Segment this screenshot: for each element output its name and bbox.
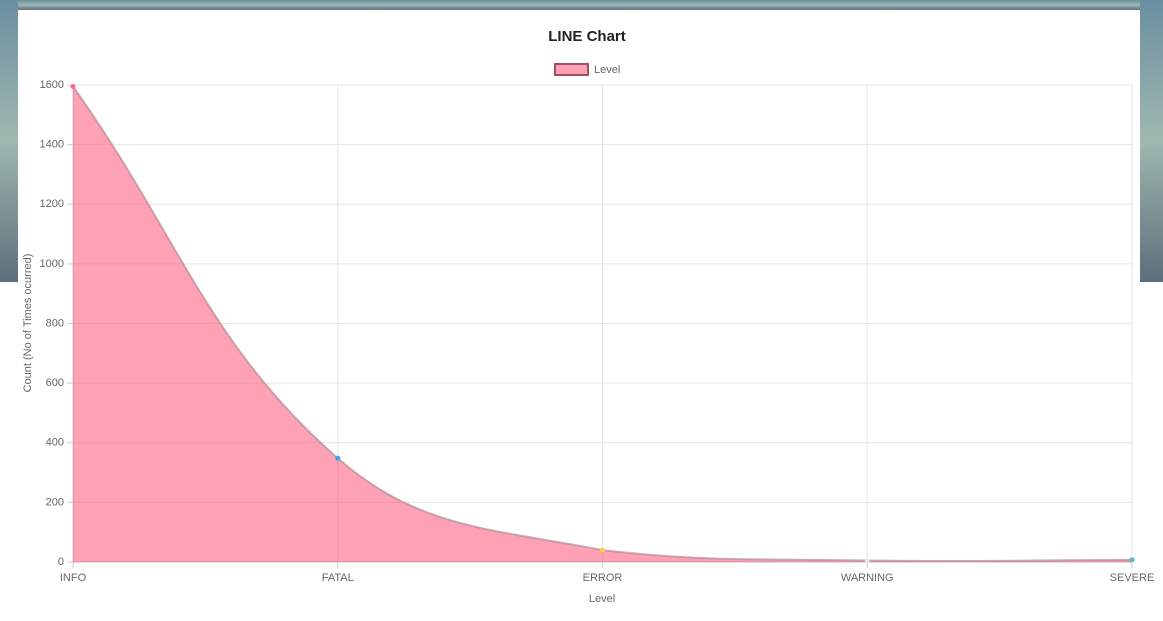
- y-tick-label: 1600: [40, 79, 64, 91]
- x-tick-label: INFO: [60, 572, 87, 584]
- x-tick-label: ERROR: [583, 572, 623, 584]
- y-tick-label: 1200: [40, 198, 64, 210]
- legend-label: Level: [594, 64, 620, 76]
- x-tick-label: SEVERE: [1110, 572, 1155, 584]
- y-tick-label: 0: [58, 556, 64, 568]
- chart-title: LINE Chart: [548, 28, 626, 45]
- y-tick-label: 400: [46, 437, 64, 449]
- x-tick-label: WARNING: [841, 572, 894, 584]
- y-tick-label: 600: [46, 377, 64, 389]
- y-axis-label: Count (No of Times ocurred): [22, 254, 34, 393]
- legend-swatch: [554, 63, 589, 76]
- point: [70, 83, 76, 89]
- point: [600, 547, 605, 553]
- background-image: [0, 0, 18, 282]
- y-tick-label: 800: [46, 317, 64, 329]
- point: [335, 455, 341, 461]
- y-tick-label: 200: [46, 496, 64, 508]
- background-image: [0, 0, 1163, 10]
- y-tick-label: 1400: [40, 139, 64, 151]
- y-tick-label: 1000: [40, 258, 64, 270]
- point: [864, 558, 870, 564]
- x-axis-label: Level: [589, 593, 615, 605]
- x-tick-label: FATAL: [322, 572, 354, 584]
- area: [73, 86, 1132, 562]
- point: [1129, 557, 1135, 563]
- background-image: [1140, 0, 1163, 282]
- line: [72, 85, 1133, 563]
